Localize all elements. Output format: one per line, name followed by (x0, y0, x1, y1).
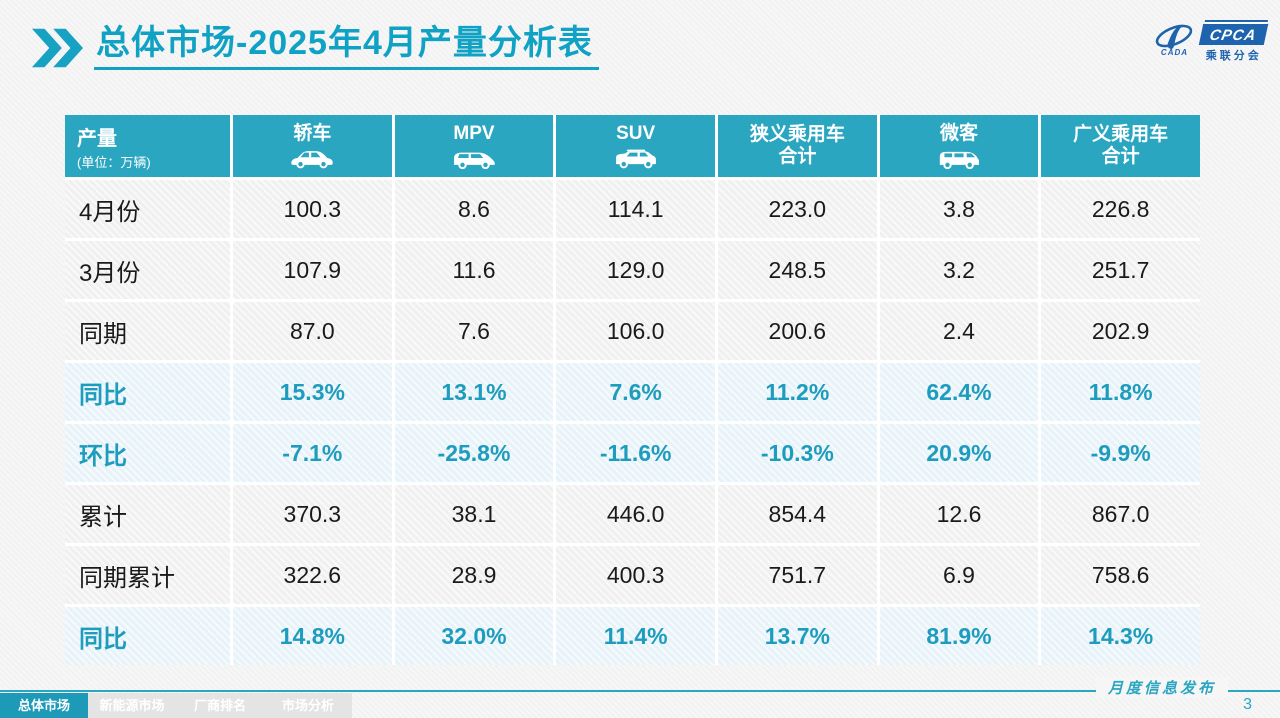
table-cell: -25.8% (394, 424, 554, 482)
footer-divider (0, 690, 1280, 692)
tab-market-analysis[interactable]: 市场分析 (264, 693, 352, 718)
column-header-label: 微客 (939, 123, 978, 145)
microvan-icon (936, 147, 982, 169)
row-label: 4月份 (65, 180, 230, 238)
column-header: MPV (394, 115, 554, 177)
table-cell: 28.9 (394, 546, 554, 604)
row-label: 环比 (65, 424, 230, 482)
table-corner-header: 产量 (单位：万辆) (65, 115, 230, 177)
column-header: 狭义乘用车 合计 (718, 115, 877, 177)
column-header-label: 狭义乘用车 合计 (749, 124, 845, 167)
tab-oem-ranking[interactable]: 厂商排名 (176, 693, 264, 718)
cpca-org-name: 乘联分会 (1205, 50, 1262, 62)
row-label: 同期累计 (65, 546, 230, 604)
table-cell: 854.4 (718, 485, 877, 543)
table-cell: 15.3% (233, 363, 392, 421)
table-cell: 248.5 (718, 241, 877, 299)
table-cell: 751.7 (718, 546, 877, 604)
table-cell: 446.0 (556, 485, 715, 543)
table-cell: 11.4% (556, 607, 715, 665)
corner-title: 产量 (77, 127, 117, 150)
table-cell: 11.8% (1041, 363, 1200, 421)
table-cell: 400.3 (556, 546, 715, 604)
table-cell: 114.1 (556, 180, 715, 238)
row-label: 累计 (65, 485, 230, 543)
table-cell: 7.6% (556, 363, 715, 421)
table-cell: 62.4% (879, 363, 1039, 421)
table-cell: 38.1 (394, 485, 554, 543)
table-cell: -11.6% (556, 424, 715, 482)
table-cell: 100.3 (233, 180, 392, 238)
table-cell: 11.2% (718, 363, 877, 421)
page-number: 3 (1243, 696, 1252, 713)
table-cell: 81.9% (879, 607, 1039, 665)
column-header-label: MPV (453, 123, 495, 145)
row-label: 同比 (65, 363, 230, 421)
table-cell: 11.6 (394, 241, 554, 299)
table-cell: 867.0 (1041, 485, 1200, 543)
table-cell: 202.9 (1041, 302, 1200, 360)
table-cell: -7.1% (233, 424, 392, 482)
table-cell: 223.0 (718, 180, 877, 238)
table-cell: 3.2 (879, 241, 1039, 299)
table-cell: 14.8% (233, 607, 392, 665)
corner-unit: (单位：万辆) (77, 154, 151, 170)
row-label: 同期 (65, 302, 230, 360)
table-cell: 13.1% (394, 363, 554, 421)
table-cell: 14.3% (1041, 607, 1200, 665)
column-header: 轿车 (233, 115, 392, 177)
table-cell: 3.8 (879, 180, 1039, 238)
column-header-label: SUV (616, 123, 656, 145)
table-cell: 322.6 (233, 546, 392, 604)
column-header: SUV (556, 115, 715, 177)
table-cell: 370.3 (233, 485, 392, 543)
table-cell: 12.6 (879, 485, 1039, 543)
column-header-label: 轿车 (293, 123, 332, 145)
mpv-icon (451, 147, 497, 169)
cpca-swoosh-icon (1156, 24, 1193, 49)
table-cell: 13.7% (718, 607, 877, 665)
column-header-label: 广义乘用车 合计 (1073, 124, 1169, 167)
table-cell: 107.9 (233, 241, 392, 299)
publication-label: 月度信息发布 (1095, 677, 1228, 698)
table-cell: 6.9 (879, 546, 1039, 604)
tab-overall-market[interactable]: 总体市场 (0, 693, 88, 718)
cada-caption: CADA (1160, 48, 1189, 57)
row-label: 3月份 (65, 241, 230, 299)
table-cell: 7.6 (394, 302, 554, 360)
column-header: 微客 (879, 115, 1039, 177)
double-chevron-icon (31, 28, 84, 68)
cpca-wordmark: CPCA 乘联分会 (1199, 24, 1269, 63)
cpca-swoosh: CADA (1152, 20, 1196, 57)
table-cell: -9.9% (1041, 424, 1200, 482)
sedan-icon (289, 147, 335, 169)
production-table: 产量 (单位：万辆) 轿车 MPV SUV 狭义乘用车 合计 微客 广义乘用车 合计 4月份 10… (65, 115, 1200, 665)
table-cell: 251.7 (1041, 241, 1200, 299)
table-cell: -10.3% (718, 424, 877, 482)
title-row: 总体市场-2025年4月产量分析表 (30, 25, 599, 70)
table-cell: 32.0% (394, 607, 554, 665)
table-cell: 758.6 (1041, 546, 1200, 604)
table-cell: 200.6 (718, 302, 877, 360)
table-cell: 106.0 (556, 302, 715, 360)
tab-nev-market[interactable]: 新能源市场 (88, 693, 176, 718)
table-cell: 87.0 (233, 302, 392, 360)
table-cell: 8.6 (394, 180, 554, 238)
cpca-acronym: CPCA (1199, 24, 1269, 45)
cpca-logo: CADA CPCA 乘联分会 (1152, 20, 1269, 63)
table-cell: 2.4 (879, 302, 1039, 360)
suv-icon (613, 147, 659, 169)
page-title: 总体市场-2025年4月产量分析表 (94, 25, 599, 70)
table-cell: 20.9% (879, 424, 1039, 482)
column-header: 广义乘用车 合计 (1041, 115, 1200, 177)
row-label: 同比 (65, 607, 230, 665)
table-cell: 226.8 (1041, 180, 1200, 238)
table-cell: 129.0 (556, 241, 715, 299)
bottom-nav: 总体市场 新能源市场 厂商排名 市场分析 (0, 693, 352, 718)
